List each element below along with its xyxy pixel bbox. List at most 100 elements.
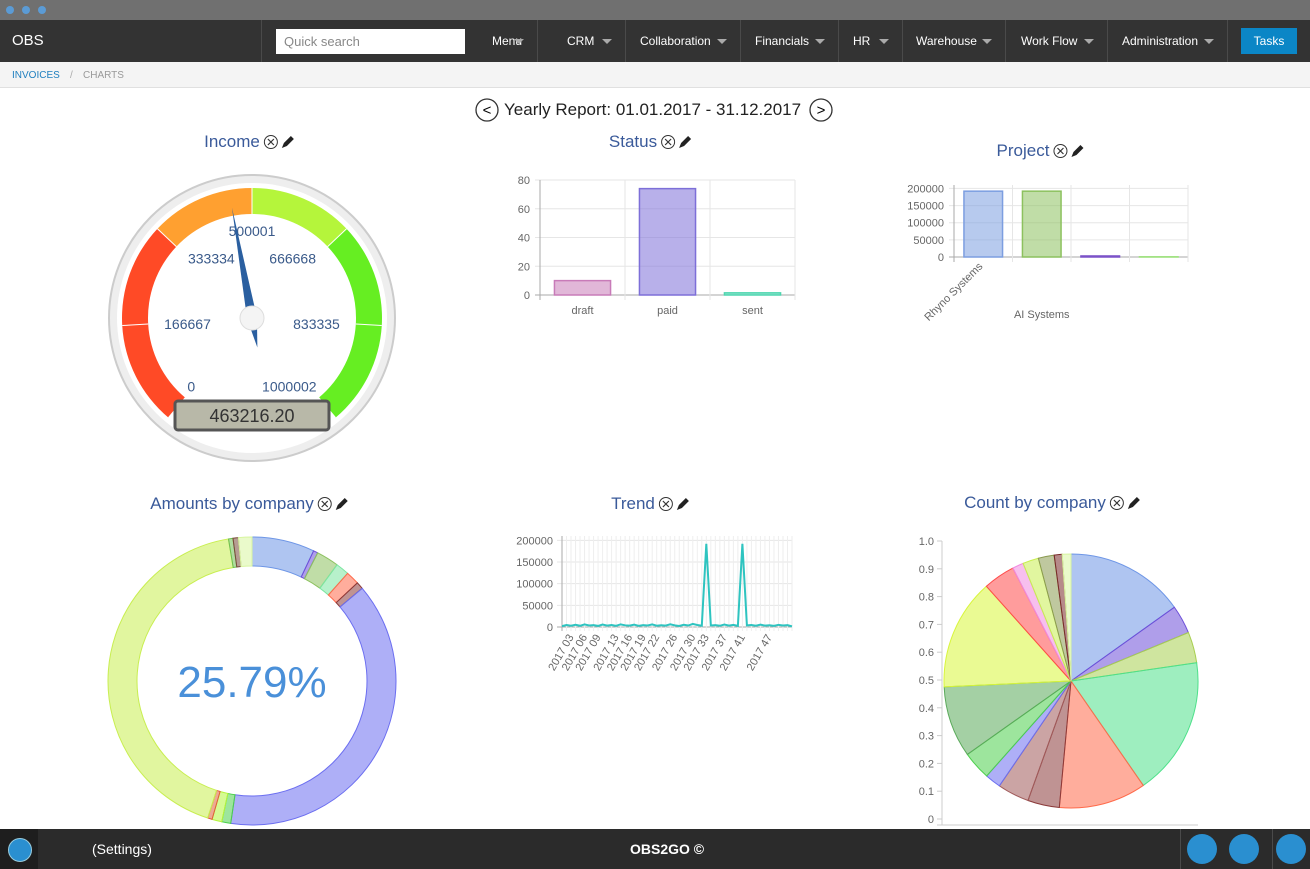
nav-item[interactable]: Collaboration: [640, 34, 711, 48]
footer-brand: OBS2GO ©: [630, 841, 705, 857]
edit-icon[interactable]: [1127, 497, 1140, 509]
remove-icon[interactable]: [263, 135, 278, 149]
window-dot[interactable]: [22, 6, 30, 14]
nav-item[interactable]: Work Flow: [1021, 34, 1078, 48]
next-button[interactable]: [809, 98, 833, 122]
chart-title: Status: [609, 132, 657, 151]
gauge-tick: [122, 323, 149, 327]
search-input[interactable]: Quick search: [276, 29, 465, 54]
separator: [1272, 829, 1273, 869]
y-tick-label: 0.1: [919, 786, 934, 798]
y-tick-label: 0.6: [919, 647, 934, 659]
edit-icon[interactable]: [1071, 145, 1084, 157]
separator: [1227, 20, 1228, 62]
nav-caret: [717, 39, 727, 44]
remove-icon-x: [267, 138, 275, 146]
breadcrumb-separator: /: [70, 70, 73, 81]
y-tick-label: 100000: [516, 579, 553, 591]
prev-label[interactable]: <: [483, 102, 492, 119]
help-icon[interactable]: [1187, 834, 1217, 864]
gauge-value: 463216.20: [209, 406, 294, 426]
x-tick-label: paid: [657, 305, 678, 317]
doughnut-center-label: 25.79%: [177, 658, 326, 707]
power-box: [0, 829, 38, 869]
y-tick-label: 0.2: [919, 758, 934, 770]
separator: [838, 20, 839, 62]
brand[interactable]: OBS: [12, 32, 44, 49]
y-tick-label: 0.9: [919, 564, 934, 576]
bar: [1080, 255, 1121, 258]
next-label[interactable]: >: [817, 102, 826, 119]
y-tick-label: 0.8: [919, 592, 934, 604]
gauge-band: [252, 188, 347, 247]
tasks-button[interactable]: Tasks: [1241, 28, 1297, 54]
y-tick-label: 200000: [907, 183, 944, 195]
y-tick-label: 200000: [516, 535, 553, 547]
chart-title: Project: [997, 141, 1050, 160]
pie-slice: [1061, 553, 1072, 682]
remove-icon[interactable]: [661, 135, 676, 149]
nav-caret: [602, 39, 612, 44]
gauge-tick-label: 0: [187, 378, 195, 394]
bar: [723, 292, 782, 296]
nav-item[interactable]: Menu: [492, 34, 523, 48]
remove-icon-x: [664, 138, 672, 146]
y-tick-label: 1.0: [919, 536, 934, 548]
nav-caret: [879, 39, 889, 44]
edit-icon[interactable]: [281, 136, 294, 148]
remove-icon-x: [321, 500, 329, 508]
edit-icon[interactable]: [676, 498, 689, 510]
y-tick-label: 50000: [913, 235, 944, 247]
nav-caret: [982, 39, 992, 44]
remove-icon[interactable]: [317, 497, 332, 511]
y-tick-label: 0.3: [919, 731, 934, 743]
chat-icon[interactable]: [1229, 834, 1259, 864]
gauge-hub: [239, 305, 265, 331]
remove-icon[interactable]: [1109, 496, 1124, 510]
settings-link[interactable]: (Settings): [92, 841, 152, 857]
edit-icon[interactable]: [335, 498, 348, 510]
y-tick-label: 80: [518, 175, 530, 187]
power-icon[interactable]: [8, 838, 32, 862]
y-tick-label: 20: [518, 261, 530, 273]
gauge-tick-label: 333334: [188, 251, 235, 267]
x-tick-label: draft: [571, 305, 593, 317]
chart-title: Count by company: [964, 493, 1106, 512]
breadcrumb-link[interactable]: INVOICES: [12, 70, 60, 81]
prev-button[interactable]: [475, 98, 499, 122]
y-tick-label: 0.7: [919, 619, 934, 631]
pie-slice: [1070, 553, 1176, 682]
separator: [1005, 20, 1006, 62]
nav-item[interactable]: Administration: [1122, 34, 1199, 48]
nav-caret: [1204, 39, 1214, 44]
window-dot[interactable]: [38, 6, 46, 14]
nav-item[interactable]: Warehouse: [916, 34, 977, 48]
nav-item[interactable]: CRM: [567, 34, 595, 48]
bar: [638, 187, 697, 296]
nav-item[interactable]: Financials: [755, 34, 810, 48]
footer: (Settings) OBS2GO ©: [0, 829, 1310, 869]
nav-caret: [815, 39, 825, 44]
x-tick-label: AI Systems: [1014, 309, 1070, 321]
remove-icon-x: [1057, 147, 1064, 155]
nav-item[interactable]: HR: [853, 34, 871, 48]
remove-icon-x: [1113, 499, 1121, 507]
separator: [537, 20, 538, 62]
remove-icon[interactable]: [1053, 144, 1068, 158]
y-tick-label: 50000: [522, 600, 553, 612]
breadcrumb-current: CHARTS: [83, 70, 124, 81]
gauge-tick-label: 833335: [293, 316, 340, 332]
gauge-band: [318, 228, 382, 418]
mail-icon[interactable]: [1276, 834, 1306, 864]
chart-title: Income: [204, 132, 260, 151]
separator: [740, 20, 741, 62]
doughnut-slice: [237, 536, 253, 568]
nav-caret: [514, 39, 524, 44]
edit-icon[interactable]: [679, 136, 692, 148]
gauge-tick-label: 166667: [164, 316, 211, 332]
y-tick-label: 0: [928, 814, 934, 826]
report-title: Yearly Report: 01.01.2017 - 31.12.2017: [504, 100, 801, 119]
gauge-tick-label: 500001: [229, 223, 276, 239]
window-dot[interactable]: [6, 6, 14, 14]
remove-icon[interactable]: [658, 497, 673, 511]
